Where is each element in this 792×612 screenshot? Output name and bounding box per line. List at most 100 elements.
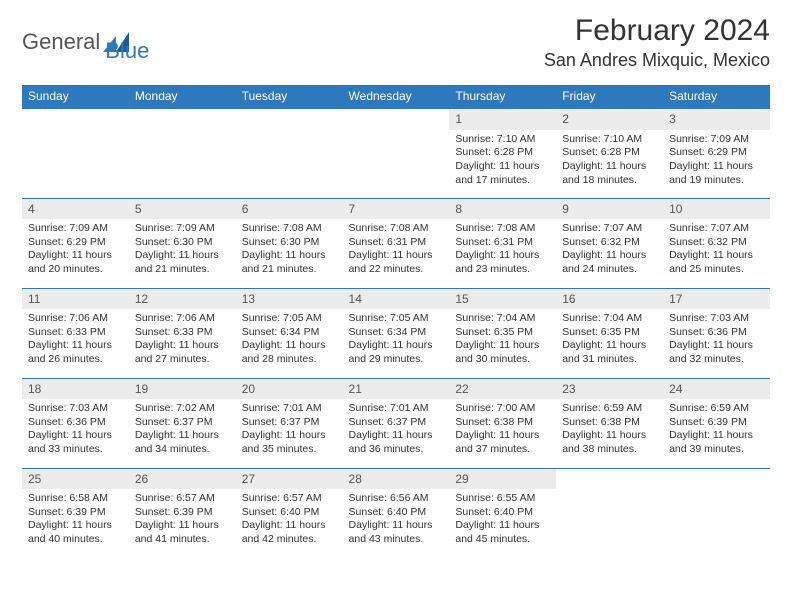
- sunrise-line: Sunrise: 7:10 AM: [455, 133, 550, 147]
- sunset-line: Sunset: 6:40 PM: [242, 506, 337, 520]
- sunset-line: Sunset: 6:31 PM: [455, 236, 550, 250]
- calendar-cell: 7Sunrise: 7:08 AMSunset: 6:31 PMDaylight…: [343, 198, 450, 288]
- sunset-line: Sunset: 6:38 PM: [455, 416, 550, 430]
- day-number: 18: [22, 379, 129, 400]
- day-number: 11: [22, 289, 129, 310]
- day-body: Sunrise: 7:09 AMSunset: 6:29 PMDaylight:…: [22, 219, 129, 281]
- calendar-body: 1Sunrise: 7:10 AMSunset: 6:28 PMDaylight…: [22, 108, 770, 558]
- day-body: Sunrise: 6:59 AMSunset: 6:38 PMDaylight:…: [556, 399, 663, 461]
- day-number: 14: [343, 289, 450, 310]
- sunrise-line: Sunrise: 7:10 AM: [562, 133, 657, 147]
- calendar-cell: 29Sunrise: 6:55 AMSunset: 6:40 PMDayligh…: [449, 468, 556, 558]
- day-body: Sunrise: 6:58 AMSunset: 6:39 PMDaylight:…: [22, 489, 129, 551]
- day-number: 5: [129, 199, 236, 220]
- daylight-line: Daylight: 11 hours and 17 minutes.: [455, 160, 550, 187]
- location: San Andres Mixquic, Mexico: [544, 50, 770, 71]
- day-number: 26: [129, 469, 236, 490]
- calendar-cell: 22Sunrise: 7:00 AMSunset: 6:38 PMDayligh…: [449, 378, 556, 468]
- sunrise-line: Sunrise: 7:08 AM: [349, 222, 444, 236]
- day-body: Sunrise: 7:08 AMSunset: 6:31 PMDaylight:…: [449, 219, 556, 281]
- title-block: February 2024 San Andres Mixquic, Mexico: [544, 14, 770, 71]
- day-number: 23: [556, 379, 663, 400]
- sunrise-line: Sunrise: 7:06 AM: [135, 312, 230, 326]
- sunrise-line: Sunrise: 7:09 AM: [669, 133, 764, 147]
- calendar-cell: 25Sunrise: 6:58 AMSunset: 6:39 PMDayligh…: [22, 468, 129, 558]
- calendar-cell: [236, 108, 343, 198]
- calendar-cell: 23Sunrise: 6:59 AMSunset: 6:38 PMDayligh…: [556, 378, 663, 468]
- day-number: 20: [236, 379, 343, 400]
- weekday-header: Sunday: [22, 85, 129, 108]
- day-number: 9: [556, 199, 663, 220]
- calendar-cell: 18 Sunrise: 7:03 AMSunset: 6:36 PMDayligh…: [22, 378, 129, 468]
- sunrise-line: Sunrise: 7:04 AM: [455, 312, 550, 326]
- sunset-line: Sunset: 6:36 PM: [28, 416, 123, 430]
- day-number: 29: [449, 469, 556, 490]
- sunset-line: Sunset: 6:40 PM: [349, 506, 444, 520]
- calendar-cell: [556, 468, 663, 558]
- calendar-cell: [22, 108, 129, 198]
- sunset-line: Sunset: 6:37 PM: [349, 416, 444, 430]
- calendar-row: 18Sunrise: 7:03 AMSunset: 6:36 PMDayligh…: [22, 378, 770, 468]
- sunrise-line: Sunrise: 6:57 AM: [135, 492, 230, 506]
- daylight-line: Daylight: 11 hours and 41 minutes.: [135, 519, 230, 546]
- day-body: Sunrise: 7:04 AMSunset: 6:35 PMDaylight:…: [449, 309, 556, 371]
- sunrise-line: Sunrise: 7:09 AM: [28, 222, 123, 236]
- sunrise-line: Sunrise: 6:56 AM: [349, 492, 444, 506]
- sunrise-line: Sunrise: 7:05 AM: [349, 312, 444, 326]
- calendar-cell: 1Sunrise: 7:10 AMSunset: 6:28 PMDaylight…: [449, 108, 556, 198]
- daylight-line: Daylight: 11 hours and 35 minutes.: [242, 429, 337, 456]
- calendar-cell: 14Sunrise: 7:05 AMSunset: 6:34 PMDayligh…: [343, 288, 450, 378]
- day-number: 13: [236, 289, 343, 310]
- calendar-cell: 15Sunrise: 7:04 AMSunset: 6:35 PMDayligh…: [449, 288, 556, 378]
- daylight-line: Daylight: 11 hours and 24 minutes.: [562, 249, 657, 276]
- day-number: 28: [343, 469, 450, 490]
- sunrise-line: Sunrise: 6:59 AM: [562, 402, 657, 416]
- sunset-line: Sunset: 6:29 PM: [669, 146, 764, 160]
- daylight-line: Daylight: 11 hours and 31 minutes.: [562, 339, 657, 366]
- day-body: Sunrise: 7:10 AMSunset: 6:28 PMDaylight:…: [556, 130, 663, 192]
- calendar-cell: 8Sunrise: 7:08 AMSunset: 6:31 PMDaylight…: [449, 198, 556, 288]
- sunset-line: Sunset: 6:32 PM: [562, 236, 657, 250]
- day-number: 4: [22, 199, 129, 220]
- daylight-line: Daylight: 11 hours and 36 minutes.: [349, 429, 444, 456]
- day-number: 8: [449, 199, 556, 220]
- day-number: 25: [22, 469, 129, 490]
- sunset-line: Sunset: 6:28 PM: [455, 146, 550, 160]
- calendar-cell: 4Sunrise: 7:09 AMSunset: 6:29 PMDaylight…: [22, 198, 129, 288]
- day-number: 10: [663, 199, 770, 220]
- sunrise-line: Sunrise: 7:02 AM: [135, 402, 230, 416]
- daylight-line: Daylight: 11 hours and 33 minutes.: [28, 429, 123, 456]
- day-body: Sunrise: 7:09 AMSunset: 6:30 PMDaylight:…: [129, 219, 236, 281]
- daylight-line: Daylight: 11 hours and 20 minutes.: [28, 249, 123, 276]
- sunrise-line: Sunrise: 7:07 AM: [562, 222, 657, 236]
- day-number: 22: [449, 379, 556, 400]
- sunset-line: Sunset: 6:39 PM: [28, 506, 123, 520]
- day-number: 2: [556, 109, 663, 130]
- sunrise-line: Sunrise: 7:03 AM: [28, 402, 123, 416]
- sunset-line: Sunset: 6:33 PM: [28, 326, 123, 340]
- calendar-cell: [129, 108, 236, 198]
- daylight-line: Daylight: 11 hours and 42 minutes.: [242, 519, 337, 546]
- daylight-line: Daylight: 11 hours and 40 minutes.: [28, 519, 123, 546]
- calendar-cell: 16Sunrise: 7:04 AMSunset: 6:35 PMDayligh…: [556, 288, 663, 378]
- daylight-line: Daylight: 11 hours and 21 minutes.: [242, 249, 337, 276]
- day-body: Sunrise: 6:56 AMSunset: 6:40 PMDaylight:…: [343, 489, 450, 551]
- daylight-line: Daylight: 11 hours and 39 minutes.: [669, 429, 764, 456]
- daylight-line: Daylight: 11 hours and 19 minutes.: [669, 160, 764, 187]
- daylight-line: Daylight: 11 hours and 21 minutes.: [135, 249, 230, 276]
- day-number: 15: [449, 289, 556, 310]
- sunset-line: Sunset: 6:39 PM: [669, 416, 764, 430]
- calendar-cell: 28Sunrise: 6:56 AMSunset: 6:40 PMDayligh…: [343, 468, 450, 558]
- day-body: Sunrise: 7:05 AMSunset: 6:34 PMDaylight:…: [236, 309, 343, 371]
- day-number: 27: [236, 469, 343, 490]
- header: General Blue February 2024 San Andres Mi…: [22, 14, 770, 71]
- logo-blue: Blue: [105, 38, 149, 64]
- day-body: Sunrise: 7:05 AMSunset: 6:34 PMDaylight:…: [343, 309, 450, 371]
- weekday-header: Friday: [556, 85, 663, 108]
- calendar-row: 11 Sunrise: 7:06 AM Sunset: 6:33 PM Dayligh…: [22, 288, 770, 378]
- logo-general: General: [22, 29, 100, 55]
- sunset-line: Sunset: 6:34 PM: [242, 326, 337, 340]
- day-body: Sunrise: 7:03 AMSunset: 6:36 PMDaylight:…: [663, 309, 770, 371]
- day-number: 24: [663, 379, 770, 400]
- day-number: 7: [343, 199, 450, 220]
